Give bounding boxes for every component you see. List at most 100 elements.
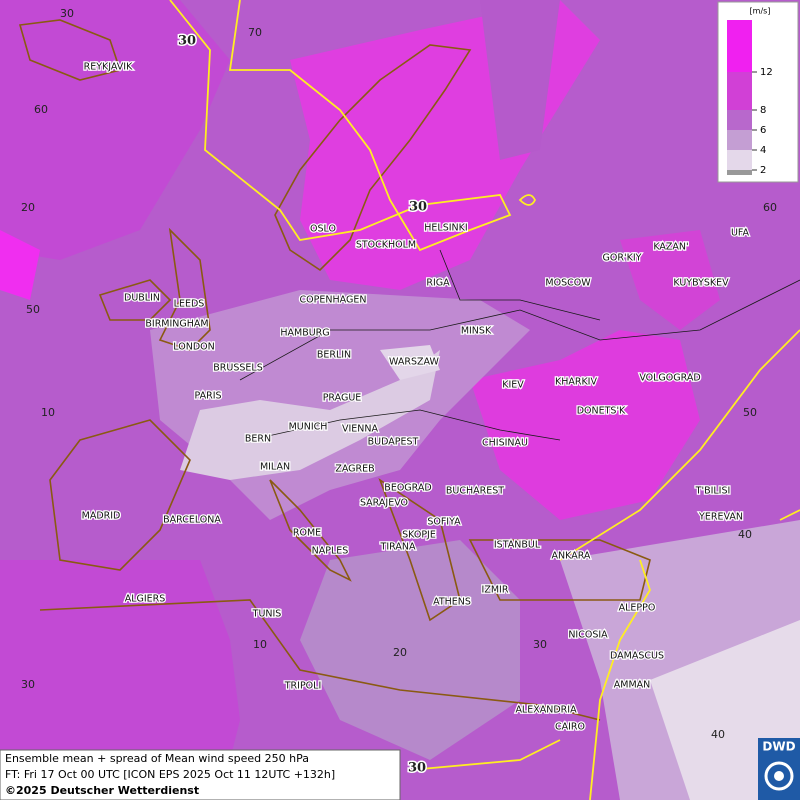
cities: REYKJAVIK OSLO STOCKHOLM HELSINKI RIGA MOSCOW… — [80, 60, 750, 734]
graticule-label: 30 — [60, 7, 74, 20]
coastlines — [18, 19, 651, 721]
city-label: PRAGUE — [323, 393, 362, 404]
legend-tick-label: 6 — [760, 125, 766, 136]
city-label: TIRANA — [380, 542, 416, 553]
caption-line: Ensemble mean + spread of Mean wind spee… — [5, 752, 309, 765]
city-label: VIENNA — [342, 424, 379, 435]
city-label: ZAGREB — [335, 464, 374, 475]
dwd-logo: DWD — [758, 738, 800, 800]
contour-label: 30 — [409, 200, 427, 215]
legend-swatch — [727, 150, 752, 170]
graticule-label: 30 — [21, 678, 35, 691]
city-label: WARSZAW — [389, 357, 439, 368]
legend-swatch — [727, 130, 752, 150]
city-label: HAMBURG — [280, 328, 329, 339]
city-label: NAPLES — [312, 546, 349, 557]
city-label: ISTANBUL — [494, 540, 541, 551]
city-label: REYKJAVIK — [84, 62, 133, 73]
caption-line: ©2025 Deutscher Wetterdienst — [5, 784, 199, 797]
city-label: HELSINKI — [424, 223, 467, 234]
city-label: ROME — [293, 528, 321, 539]
logo-swirl — [774, 771, 784, 781]
legend-tick-label: 8 — [760, 105, 766, 116]
city-label: BARCELONA — [163, 515, 221, 526]
city-label: DUBLIN — [124, 293, 160, 304]
city-label: ALEPPO — [619, 603, 656, 614]
city-label: MADRID — [82, 511, 121, 522]
city-label: TUNIS — [252, 609, 282, 620]
caption-line: FT: Fri 17 Oct 00 UTC [ICON EPS 2025 Oct… — [5, 768, 335, 781]
city-label: BEOGRAD — [384, 483, 431, 494]
city-label: KIEV — [502, 380, 524, 391]
graticule-label: 70 — [248, 26, 262, 39]
city-label: MUNICH — [289, 422, 328, 433]
city-label: MILAN — [260, 462, 290, 473]
graticule-label: 60 — [34, 103, 48, 116]
graticule-label: 20 — [393, 646, 407, 659]
city-label: ALEXANDRIA — [515, 705, 577, 716]
city-label: KUYBYSKEV — [673, 278, 729, 289]
city-label: STOCKHOLM — [356, 240, 416, 251]
city-label: MINSK — [461, 326, 492, 337]
legend-unit: [m/s] — [750, 7, 771, 16]
city-label: SOFIYA — [427, 517, 461, 528]
city-label: ATHENS — [433, 597, 471, 608]
city-label: BERLIN — [317, 350, 351, 361]
city-label: AMMAN — [614, 680, 651, 691]
city-label: LONDON — [173, 342, 214, 353]
graticule-label: 40 — [738, 528, 752, 541]
logo-swirl — [764, 761, 794, 791]
city-label: BRUSSELS — [213, 363, 262, 374]
city-label: BUDAPEST — [368, 437, 419, 448]
city-label: T'BILISI — [695, 486, 731, 497]
city-label: IZMIR — [482, 585, 509, 596]
graticule-label: 50 — [26, 303, 40, 316]
city-label: NICOSIA — [568, 630, 608, 641]
graticule-label: 30 — [533, 638, 547, 651]
legend-swatch — [727, 20, 752, 72]
contour-label: 30 — [178, 34, 196, 49]
city-label: LEEDS — [174, 299, 205, 310]
city-label: ALGIERS — [125, 594, 166, 605]
isotach-30 — [169, 0, 800, 800]
borders — [239, 249, 800, 441]
city-label: UFA — [731, 228, 750, 239]
city-label: YEREVAN — [698, 512, 743, 523]
city-label: RIGA — [426, 278, 450, 289]
legend: [m/s] 2 4 6 8 12 — [717, 1, 799, 183]
city-label: MOSCOW — [545, 278, 591, 289]
city-label: TRIPOLI — [284, 681, 322, 692]
legend-tick-label: 2 — [760, 165, 766, 176]
city-label: BUCHAREST — [446, 486, 504, 497]
city-label: BIRMINGHAM — [145, 319, 208, 330]
graticule-label: 40 — [711, 728, 725, 741]
legend-swatch — [727, 72, 752, 110]
city-label: DAMASCUS — [610, 651, 664, 662]
grid-labels: 30 70 60 20 50 10 30 10 20 30 40 50 60 40 — [21, 7, 777, 741]
graticule-label: 20 — [21, 201, 35, 214]
legend-swatch — [727, 110, 752, 130]
graticule-label: 10 — [253, 638, 267, 651]
contour-label: 30 — [408, 761, 426, 776]
city-label: SKOPJE — [402, 530, 436, 541]
graticule-label: 60 — [763, 201, 777, 214]
logo-text: DWD — [762, 740, 795, 754]
city-label: VOLGOGRAD — [639, 373, 700, 384]
city-label: PARIS — [194, 391, 221, 402]
city-label: CAIRO — [555, 722, 585, 733]
caption: Ensemble mean + spread of Mean wind spee… — [0, 749, 401, 800]
graticule-label: 50 — [743, 406, 757, 419]
city-label: DONETS'K — [577, 406, 626, 417]
city-label: GOR'KIY — [603, 253, 642, 264]
city-label: COPENHAGEN — [300, 295, 367, 306]
legend-tick-label: 12 — [760, 67, 773, 78]
caption-box — [0, 749, 401, 800]
city-label: ANKARA — [552, 551, 591, 562]
legend-tick-label: 4 — [760, 145, 766, 156]
city-label: BERN — [245, 434, 271, 445]
city-label: KAZAN' — [653, 242, 688, 253]
city-label: SARAJEVO — [360, 498, 408, 509]
city-label: CHISINAU — [482, 438, 528, 449]
